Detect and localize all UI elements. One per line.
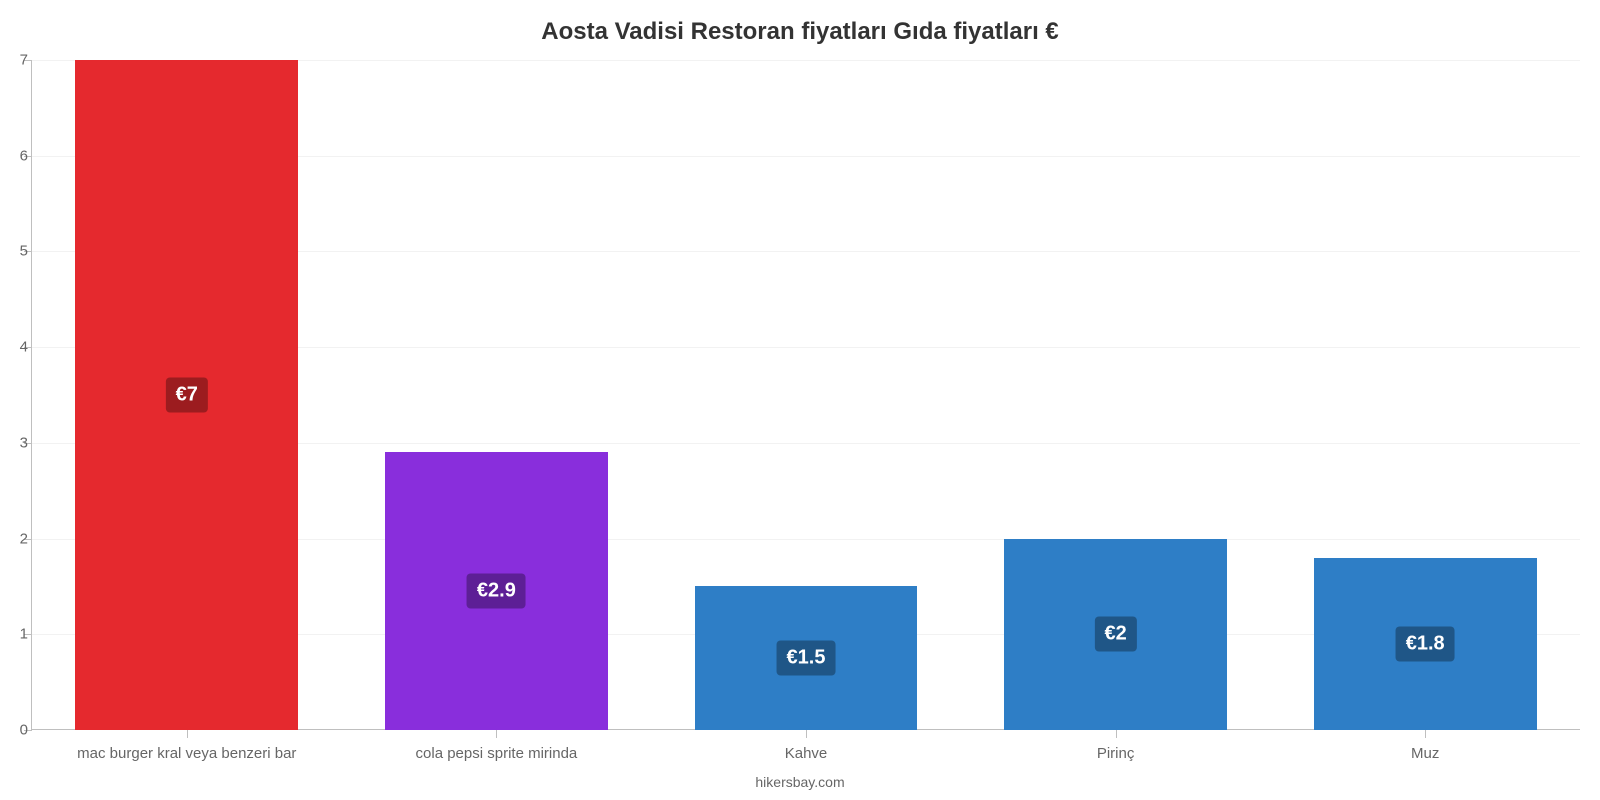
bar: €7 bbox=[75, 60, 298, 730]
bars-group: €7 €2.9 €1.5 €2 €1.8 bbox=[32, 60, 1580, 730]
y-tick-label: 4 bbox=[4, 339, 28, 356]
bar: €2 bbox=[1004, 539, 1227, 730]
y-tick-label: 5 bbox=[4, 243, 28, 260]
x-tick-label: mac burger kral veya benzeri bar bbox=[77, 745, 296, 762]
y-tick-label: 2 bbox=[4, 530, 28, 547]
bar: €2.9 bbox=[385, 452, 608, 730]
chart-credit: hikersbay.com bbox=[0, 774, 1600, 790]
bar-value-label: €2.9 bbox=[467, 574, 526, 609]
x-tick-label: Muz bbox=[1411, 745, 1439, 762]
y-tick-label: 1 bbox=[4, 626, 28, 643]
plot-area: 01234567€7€2.9€1.5€2€1.8mac burger kral … bbox=[32, 60, 1580, 730]
bar: €1.8 bbox=[1314, 558, 1537, 730]
x-tick bbox=[187, 730, 188, 738]
x-tick bbox=[1116, 730, 1117, 738]
bar-value-label: €1.8 bbox=[1396, 626, 1455, 661]
y-tick-label: 0 bbox=[4, 722, 28, 739]
bar-value-label: €1.5 bbox=[777, 641, 836, 676]
chart-container: Aosta Vadisi Restoran fiyatları Gıda fiy… bbox=[0, 0, 1600, 800]
chart-title: Aosta Vadisi Restoran fiyatları Gıda fiy… bbox=[0, 18, 1600, 46]
x-tick-label: cola pepsi sprite mirinda bbox=[416, 745, 578, 762]
y-tick-label: 6 bbox=[4, 147, 28, 164]
bar-value-label: €7 bbox=[166, 378, 208, 413]
x-tick bbox=[806, 730, 807, 738]
y-tick-label: 7 bbox=[4, 52, 28, 69]
x-tick bbox=[1425, 730, 1426, 738]
bar: €1.5 bbox=[695, 586, 918, 730]
x-tick-label: Pirinç bbox=[1097, 745, 1135, 762]
x-tick bbox=[496, 730, 497, 738]
y-tick-label: 3 bbox=[4, 434, 28, 451]
x-tick-label: Kahve bbox=[785, 745, 828, 762]
bar-value-label: €2 bbox=[1094, 617, 1136, 652]
